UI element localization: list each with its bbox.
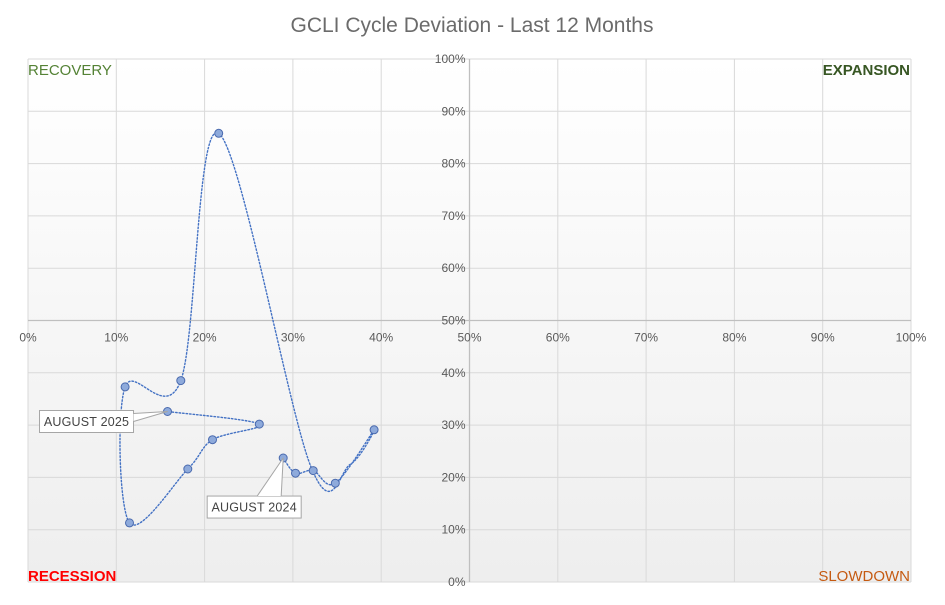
quadrant-label-recession: RECESSION	[28, 568, 116, 585]
data-series	[119, 128, 379, 528]
x-tick-label: 20%	[193, 331, 217, 345]
y-tick-label: 100%	[435, 52, 466, 66]
data-point	[208, 435, 217, 445]
quadrant-label-recovery: RECOVERY	[28, 62, 112, 79]
y-tick-label: 60%	[441, 261, 465, 275]
x-tick-label: 0%	[19, 331, 37, 345]
data-point	[214, 128, 224, 138]
y-tick-label: 30%	[441, 418, 465, 432]
data-point	[183, 464, 193, 474]
callout-label: AUGUST 2024	[212, 501, 297, 515]
x-tick-label: 90%	[811, 331, 835, 345]
y-tick-label: 80%	[441, 157, 465, 171]
data-point	[254, 419, 264, 429]
data-point	[120, 382, 130, 392]
callout: AUGUST 2025	[39, 410, 168, 434]
callout-pointer	[256, 457, 284, 497]
data-point	[176, 376, 186, 386]
data-point	[369, 425, 379, 435]
data-point	[125, 518, 134, 528]
x-tick-label: 70%	[634, 331, 658, 345]
callout-label: AUGUST 2025	[44, 415, 129, 429]
y-tick-label: 90%	[441, 104, 465, 118]
callouts: AUGUST 2024 AUGUST 2025	[39, 410, 302, 519]
y-tick-label: 20%	[441, 470, 465, 484]
x-tick-label: 50%	[457, 331, 481, 345]
x-tick-label: 100%	[896, 331, 927, 345]
data-point	[291, 468, 300, 478]
data-point	[330, 478, 340, 488]
quadrant-label-expansion: EXPANSION	[823, 62, 910, 79]
x-tick-labels: 0% 10% 20% 30% 40% 50% 60% 70% 80% 90% 100%	[19, 331, 926, 345]
x-tick-label: 80%	[722, 331, 746, 345]
y-tick-label: 70%	[441, 209, 465, 223]
callout-box	[206, 495, 302, 519]
y-tick-label: 40%	[441, 366, 465, 380]
callout-pointer	[133, 411, 168, 422]
chart-title: GCLI Cycle Deviation - Last 12 Months	[291, 14, 654, 37]
x-tick-label: 10%	[104, 331, 128, 345]
axes	[28, 59, 911, 582]
y-tick-labels: 0% 10% 20% 30% 40% 50% 60% 70% 80% 90% 100%	[435, 52, 466, 589]
x-tick-label: 40%	[369, 331, 393, 345]
data-point	[308, 466, 318, 476]
x-tick-label: 30%	[281, 331, 305, 345]
x-tick-label: 60%	[546, 331, 570, 345]
y-tick-label: 50%	[441, 314, 465, 328]
y-tick-label: 10%	[441, 523, 465, 537]
y-tick-label: 0%	[448, 575, 466, 589]
quadrant-label-slowdown: SLOWDOWN	[818, 568, 910, 585]
callout: AUGUST 2024	[206, 457, 302, 519]
